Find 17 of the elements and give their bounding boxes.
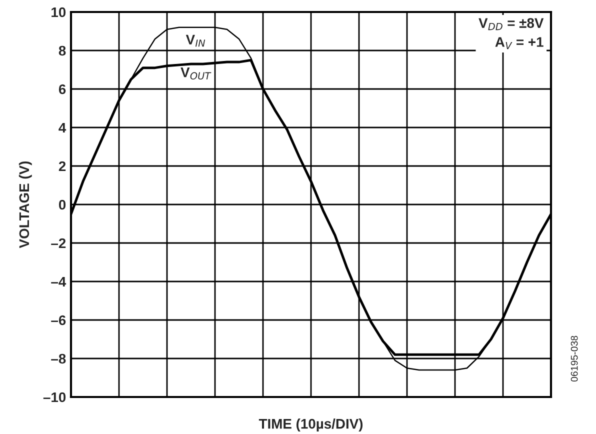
y-tick-label: 4 [58, 122, 66, 133]
y-tick-label: 6 [58, 84, 66, 94]
y-tick-label: 8 [58, 46, 66, 56]
text: 06195-038 [570, 336, 578, 382]
y-axis-title: VOLTAGE (V) [18, 161, 32, 248]
y-tick-label: –2 [51, 238, 66, 248]
series-label: V$_{IN}$ [186, 34, 206, 47]
series-label: V$_{OUT}$ [180, 68, 212, 80]
y-tick-label: –10 [43, 392, 66, 402]
y-tick-label: –4 [51, 276, 66, 287]
y-tick-label: –6 [51, 315, 66, 326]
y-tick-label: –8 [51, 354, 66, 364]
x-axis-title: TIME (10µs/DIV) [258, 418, 363, 432]
y-tick-label: 2 [58, 161, 66, 172]
y-tick-label: 10 [52, 7, 66, 18]
y-tick-label: 0 [58, 200, 66, 210]
annotation: V$_{DD}$ = ±8V A$_{V}$ = +1 [478, 18, 544, 50]
